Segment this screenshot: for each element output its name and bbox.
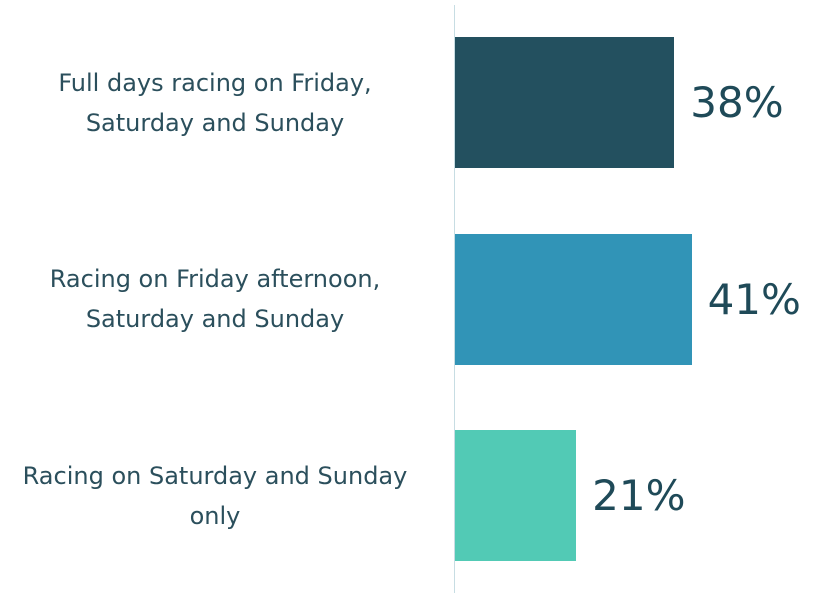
value-label: 41% bbox=[707, 274, 801, 324]
category-label: Racing on Saturday and Sunday only bbox=[5, 430, 425, 561]
category-label: Full days racing on Friday, Saturday and… bbox=[5, 37, 425, 168]
category-text: Full days racing on Friday, Saturday and… bbox=[58, 68, 372, 137]
category-label: Racing on Friday afternoon, Saturday and… bbox=[5, 234, 425, 365]
axis-line bbox=[454, 5, 455, 593]
category-text: Racing on Saturday and Sunday only bbox=[22, 461, 408, 530]
value-label: 38% bbox=[690, 78, 784, 127]
value-label: 21% bbox=[592, 471, 686, 520]
bar bbox=[455, 37, 675, 168]
category-text: Racing on Friday afternoon, Saturday and… bbox=[49, 265, 381, 333]
bar bbox=[455, 233, 692, 365]
bar bbox=[455, 430, 577, 561]
